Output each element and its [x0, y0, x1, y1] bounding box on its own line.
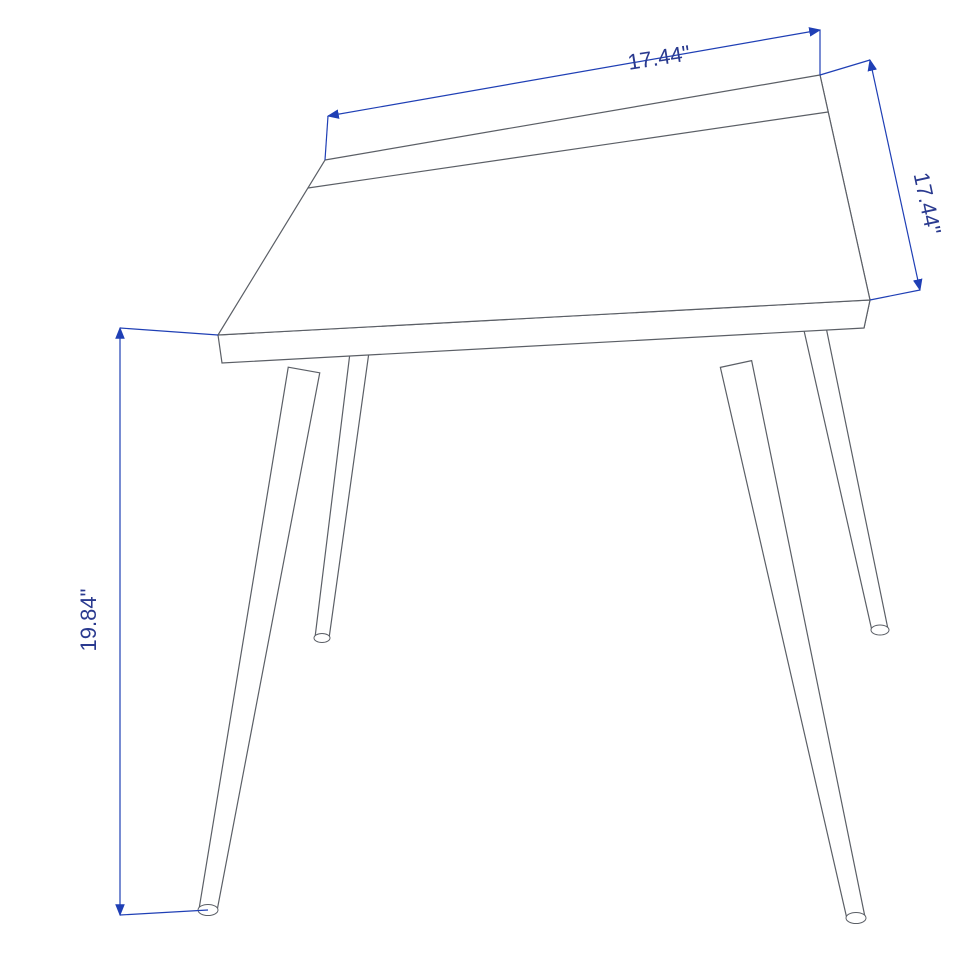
dimension-width-label: 17.44" — [626, 40, 692, 75]
dimension-depth-label: 17.44" — [909, 170, 947, 237]
tabletop-face — [218, 75, 870, 335]
leg-foot — [846, 913, 866, 924]
tabletop — [218, 75, 870, 363]
leg-foot — [871, 625, 889, 635]
leg-foot — [314, 634, 330, 643]
diagram-stage: { "diagram": { "type": "technical-line-d… — [0, 0, 980, 980]
table-leg — [199, 367, 320, 911]
dimension-height: 19.84" — [76, 328, 218, 915]
dimension-height-label: 19.84" — [76, 589, 101, 652]
legs-front — [198, 361, 866, 924]
technical-drawing-svg: 17.44" 17.44" 19.84" — [0, 0, 980, 980]
